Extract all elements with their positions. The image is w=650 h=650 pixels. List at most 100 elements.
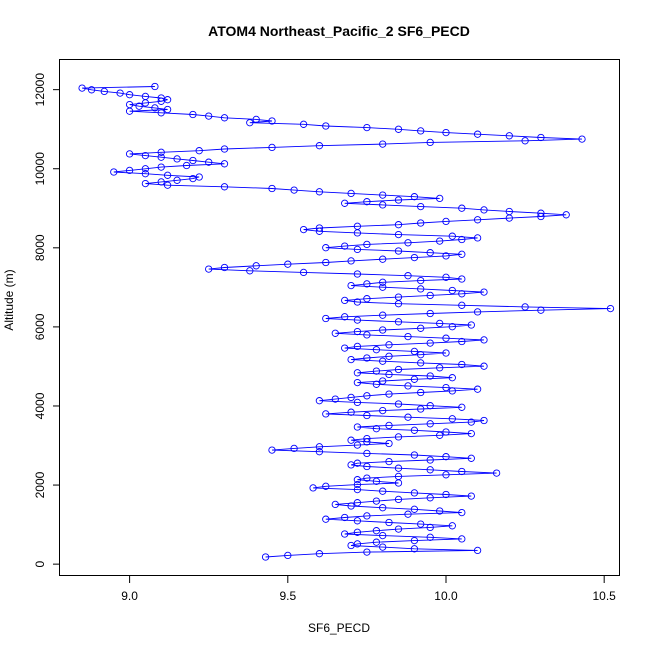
x-tick-label: 10.5 [593, 589, 617, 603]
data-point [290, 444, 298, 453]
data-point [299, 225, 308, 234]
data-point [379, 504, 387, 512]
data-point [473, 385, 482, 393]
data-point [404, 272, 412, 280]
data-point [458, 403, 466, 411]
data-point [394, 125, 403, 133]
data-point [480, 416, 488, 425]
y-axis: 0 2000 4000 6000 8000 10000 12000 [33, 73, 60, 567]
data-point [353, 298, 362, 306]
data-point [315, 227, 324, 235]
data-point [173, 176, 181, 184]
data-point [372, 346, 381, 354]
data-point [157, 178, 165, 186]
data-point [322, 482, 330, 490]
data-point [189, 174, 197, 183]
data-point [322, 122, 330, 130]
data-point [341, 296, 349, 305]
data-point [417, 324, 425, 332]
data-point [125, 91, 134, 99]
y-tick-label: 4000 [33, 392, 47, 419]
data-point [562, 211, 570, 219]
data-point [363, 240, 371, 249]
data-point [436, 364, 444, 372]
data-point [417, 127, 425, 135]
data-point [322, 244, 330, 252]
data-point [385, 421, 393, 430]
data-point [353, 245, 362, 254]
data-point [363, 123, 371, 132]
data-point [458, 337, 466, 346]
data-point [473, 546, 482, 555]
data-point [379, 406, 387, 415]
data-point [205, 158, 213, 166]
data-point [521, 137, 529, 145]
data-point [458, 290, 466, 298]
data-point [404, 239, 412, 247]
data-point [537, 209, 545, 217]
data-point [458, 250, 466, 258]
data-point [341, 530, 349, 538]
data-point [220, 183, 229, 191]
data-point [315, 397, 324, 405]
data-point [404, 332, 412, 341]
plot-area [78, 82, 615, 561]
data-point [458, 360, 466, 369]
data-point [385, 390, 393, 398]
data-point [417, 405, 425, 413]
y-tick-label: 12000 [33, 73, 47, 107]
data-point [315, 443, 324, 451]
data-point [125, 150, 134, 158]
data-point [505, 132, 513, 140]
data-point [322, 314, 330, 323]
data-point [379, 201, 387, 209]
data-point [189, 110, 197, 119]
data-point [315, 142, 324, 150]
x-tick-label: 9.5 [279, 589, 296, 603]
data-point [331, 395, 339, 403]
data-point [268, 184, 276, 193]
data-point [379, 543, 387, 551]
data-point [442, 217, 450, 226]
plot-frame [59, 59, 620, 576]
data-point [436, 319, 444, 328]
x-axis: 9.0 9.5 10.0 10.5 [121, 576, 616, 603]
data-point [157, 97, 165, 105]
data-point [426, 402, 434, 410]
data-point [426, 138, 434, 147]
data-point [347, 189, 355, 198]
data-point [379, 357, 387, 365]
data-point [467, 418, 475, 426]
data-point [363, 462, 371, 471]
data-point [404, 382, 412, 390]
data-point [157, 153, 165, 161]
y-tick-label: 8000 [33, 234, 47, 261]
data-point [385, 518, 393, 527]
data-point [252, 115, 260, 124]
data-point [353, 485, 362, 494]
data-point [480, 362, 488, 370]
data-point [347, 502, 355, 510]
data-point [480, 336, 488, 344]
data-point [78, 84, 86, 92]
data-point [537, 306, 545, 314]
data-point [426, 372, 434, 380]
data-point [442, 349, 450, 357]
data-point [442, 128, 450, 137]
data-point [220, 145, 229, 153]
data-point [442, 383, 450, 392]
data-point [394, 247, 403, 255]
data-point [341, 344, 349, 352]
data-point [363, 449, 371, 458]
data-point [448, 286, 456, 295]
data-point [410, 375, 419, 383]
data-point [379, 191, 387, 199]
data-point [268, 446, 276, 454]
data-point [458, 535, 466, 543]
data-point [394, 230, 403, 239]
data-point [394, 495, 403, 504]
data-point [299, 268, 308, 277]
data-point [220, 114, 229, 122]
data-point [151, 104, 159, 112]
